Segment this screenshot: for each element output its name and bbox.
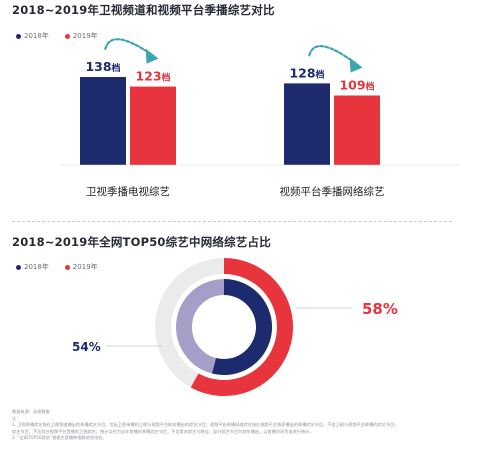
footnote-line: 注：	[12, 415, 21, 421]
category-label: 视频平台季播网络综艺	[280, 185, 385, 198]
footnote-source: 数据来源：无限数据	[12, 409, 50, 414]
legend-item-2019: 2019年	[64, 31, 98, 41]
legend-label-2019: 2019年	[72, 32, 98, 40]
footnote-line: 2. “全网TOP50综艺”根据艺恩播映指数综合排名。	[12, 435, 107, 440]
bar-value-label: 123档	[135, 69, 170, 84]
bar-value-label: 138档	[85, 59, 120, 74]
legend-swatch-2019	[64, 33, 70, 39]
section-divider	[12, 221, 452, 222]
donut-label-2019: 58%	[362, 300, 398, 318]
trend-arrow-head	[349, 57, 363, 73]
footnote-line: 综艺节目，不含仅在视频平台首播的卫视综艺；统计口径为当年首播的季播综艺节目，不含…	[12, 428, 314, 434]
legend-label-2018: 2018年	[24, 32, 49, 40]
bar-2018	[80, 77, 126, 165]
trend-arrow-head	[145, 48, 159, 64]
legend2-label-2019: 2019年	[72, 263, 98, 271]
donut-label-2018: 54%	[72, 340, 101, 354]
legend2-swatch-2019	[64, 264, 70, 270]
bar-2018	[284, 83, 330, 165]
legend2-swatch-2018	[16, 264, 21, 270]
donut-segment-2019	[190, 258, 293, 396]
chart1-title: 2018~2019年卫视频道和视频平台季播综艺对比	[12, 3, 275, 17]
donut-segment-2018	[212, 279, 272, 375]
bar-value-label: 128档	[289, 65, 324, 80]
bar-2019	[130, 86, 176, 165]
chart2-title: 2018~2019年全网TOP50综艺中网络综艺占比	[12, 235, 271, 249]
legend-swatch-2018	[16, 33, 21, 39]
footnote-line: 1. 卫视季播综艺指在卫视频道播出的季播综艺节目，包括卫视单播和卫视与视频平台联…	[12, 422, 399, 427]
legend2-item-2018: 2018年	[16, 262, 49, 272]
bar-2019	[334, 95, 380, 165]
bar-value-label: 109档	[339, 77, 374, 92]
chart1-legend: 2018年 2019年	[16, 31, 98, 41]
chart2-legend: 2018年 2019年	[16, 262, 98, 272]
legend2-item-2019: 2019年	[64, 262, 98, 272]
footnote: 数据来源：无限数据 注： 1. 卫视季播综艺指在卫视频道播出的季播综艺节目，包括…	[12, 409, 452, 442]
trend-arrow-line	[308, 45, 357, 65]
legend-item-2018: 2018年	[16, 31, 49, 41]
category-label: 卫视季播电视综艺	[86, 185, 170, 198]
trend-arrow-line	[104, 38, 153, 56]
legend2-label-2018: 2018年	[24, 263, 49, 271]
